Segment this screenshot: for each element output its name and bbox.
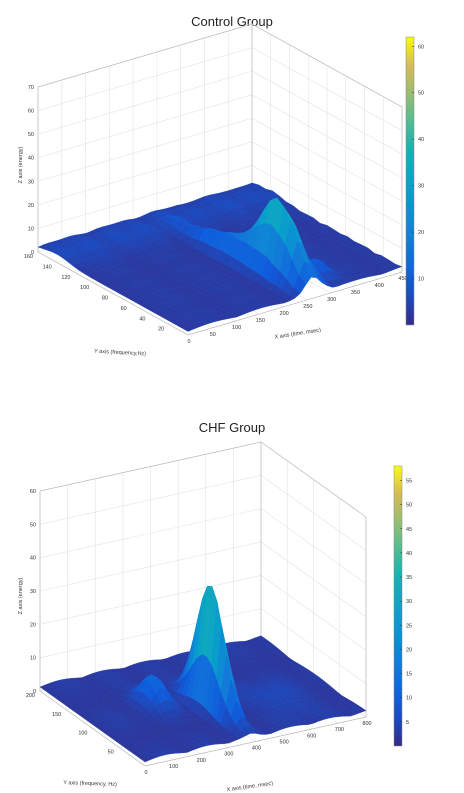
z-tick-label: 20	[28, 203, 34, 209]
y-tick-label: 200	[26, 693, 35, 699]
x-tick-label: 200	[280, 311, 289, 317]
x-axis-label: X axis (time, msec)	[274, 327, 321, 340]
colorbar-tick-label: 35	[406, 575, 412, 581]
x-tick-label: 150	[256, 318, 265, 324]
colorbar-tick-label: 20	[418, 230, 424, 236]
colorbar-tick-label: 40	[406, 551, 412, 557]
y-tick-label: 20	[158, 327, 164, 333]
chart-title: CHF Group	[198, 420, 266, 435]
y-tick-label: 80	[102, 296, 108, 302]
surface-plot-control: 0 10 20 30 40 50 60 70 0 50 100 150 200 250 300 350 400 4…	[18, 23, 424, 358]
x-tick-label: 250	[303, 304, 312, 310]
y-tick-label: 140	[43, 264, 52, 270]
x-tick-label: 0	[144, 770, 147, 776]
chf-group-panel: CHF Group 0 10 20 30 40 50 60 0 100 200 300 400 500 6…	[0, 396, 464, 793]
surface-mesh	[39, 585, 367, 763]
y-tick-label: 100	[80, 285, 89, 291]
y-tick-label: 120	[61, 275, 70, 281]
z-tick-label: 30	[30, 589, 36, 595]
z-tick-label: 30	[28, 179, 34, 185]
colorbar-tick-label: 10	[406, 696, 412, 702]
surface-patch	[180, 325, 194, 332]
x-tick-label: 450	[398, 276, 407, 282]
y-axis-label: Y axis (frequency,Hz)	[94, 349, 146, 358]
y-tick-label: 160	[24, 254, 33, 260]
y-tick-label: 40	[139, 316, 145, 322]
z-tick-label: 40	[28, 156, 34, 162]
x-tick-label: 300	[224, 752, 233, 758]
z-tick-label: 70	[28, 85, 34, 91]
colorbar-tick-label: 20	[406, 647, 412, 653]
tick-labels: 0102030405060010020030040050060070080050…	[26, 489, 372, 776]
z-tick-label: 50	[28, 132, 34, 138]
colorbar: 10 20 30 40 50 60	[405, 36, 424, 326]
surface-plot-chf: 0102030405060010020030040050060070080050…	[18, 441, 412, 793]
colorbar: 5 10 15 20 25 30 35 40 45 50 55	[393, 465, 412, 747]
z-tick-label: 0	[33, 689, 36, 695]
y-tick-label: 50	[108, 749, 114, 755]
y-tick-label: 150	[52, 712, 61, 718]
x-tick-label: 700	[335, 727, 344, 733]
y-tick-label: 60	[121, 306, 127, 312]
x-tick-label: 350	[351, 290, 360, 296]
surface-mesh	[37, 182, 403, 332]
x-tick-label: 500	[280, 739, 289, 745]
z-tick-label: 50	[30, 522, 36, 528]
surface-patch	[139, 756, 151, 763]
z-tick-label: 20	[30, 622, 36, 628]
colorbar-tick-label: 25	[406, 623, 412, 629]
x-tick-label: 300	[327, 297, 336, 303]
chart-title: Control Group	[191, 14, 273, 29]
x-tick-label: 600	[307, 733, 316, 739]
colorbar-tick-label: 50	[418, 91, 424, 97]
x-tick-label: 100	[169, 764, 178, 770]
x-tick-label: 400	[252, 746, 261, 752]
x-tick-label: 0	[187, 339, 190, 345]
z-axis-label: Z axis (energy)	[18, 146, 24, 183]
x-tick-label: 100	[232, 325, 241, 331]
control-group-panel: Control Group 0 10 20 30 40 50 60 70 0 50 100 150 20…	[0, 0, 464, 396]
z-tick-label: 0	[31, 250, 34, 256]
x-axis-label: X axis (time, msec)	[226, 781, 273, 793]
x-tick-label: 200	[197, 758, 206, 764]
z-tick-label: 60	[30, 489, 36, 495]
colorbar-tick-label: 10	[418, 277, 424, 283]
colorbar-tick-label: 40	[418, 137, 424, 143]
y-tick-label: 100	[78, 731, 87, 737]
colorbar-tick-label: 30	[406, 599, 412, 605]
colorbar-tick-label: 50	[406, 503, 412, 509]
x-tick-label: 400	[375, 283, 384, 289]
colorbar-tick-label: 60	[418, 44, 424, 50]
z-axis-label: Z axis (energy)	[18, 577, 24, 614]
z-tick-label: 10	[30, 656, 36, 662]
colorbar-tick-label: 30	[418, 184, 424, 190]
z-tick-label: 10	[28, 226, 34, 232]
colorbar-tick-label: 55	[406, 478, 412, 484]
colorbar-tick-label: 45	[406, 527, 412, 533]
z-tick-label: 40	[30, 556, 36, 562]
z-tick-label: 60	[28, 109, 34, 115]
x-tick-label: 50	[210, 332, 216, 338]
tick-labels: 0 10 20 30 40 50 60 70 0 50 100 150 200 250 300 350 400 4…	[24, 85, 408, 345]
colorbar-tick-label: 5	[406, 720, 409, 726]
y-axis-label: Y axis (frequency, Hz)	[63, 780, 117, 788]
x-tick-label: 800	[362, 721, 371, 727]
colorbar-tick-label: 15	[406, 672, 412, 678]
